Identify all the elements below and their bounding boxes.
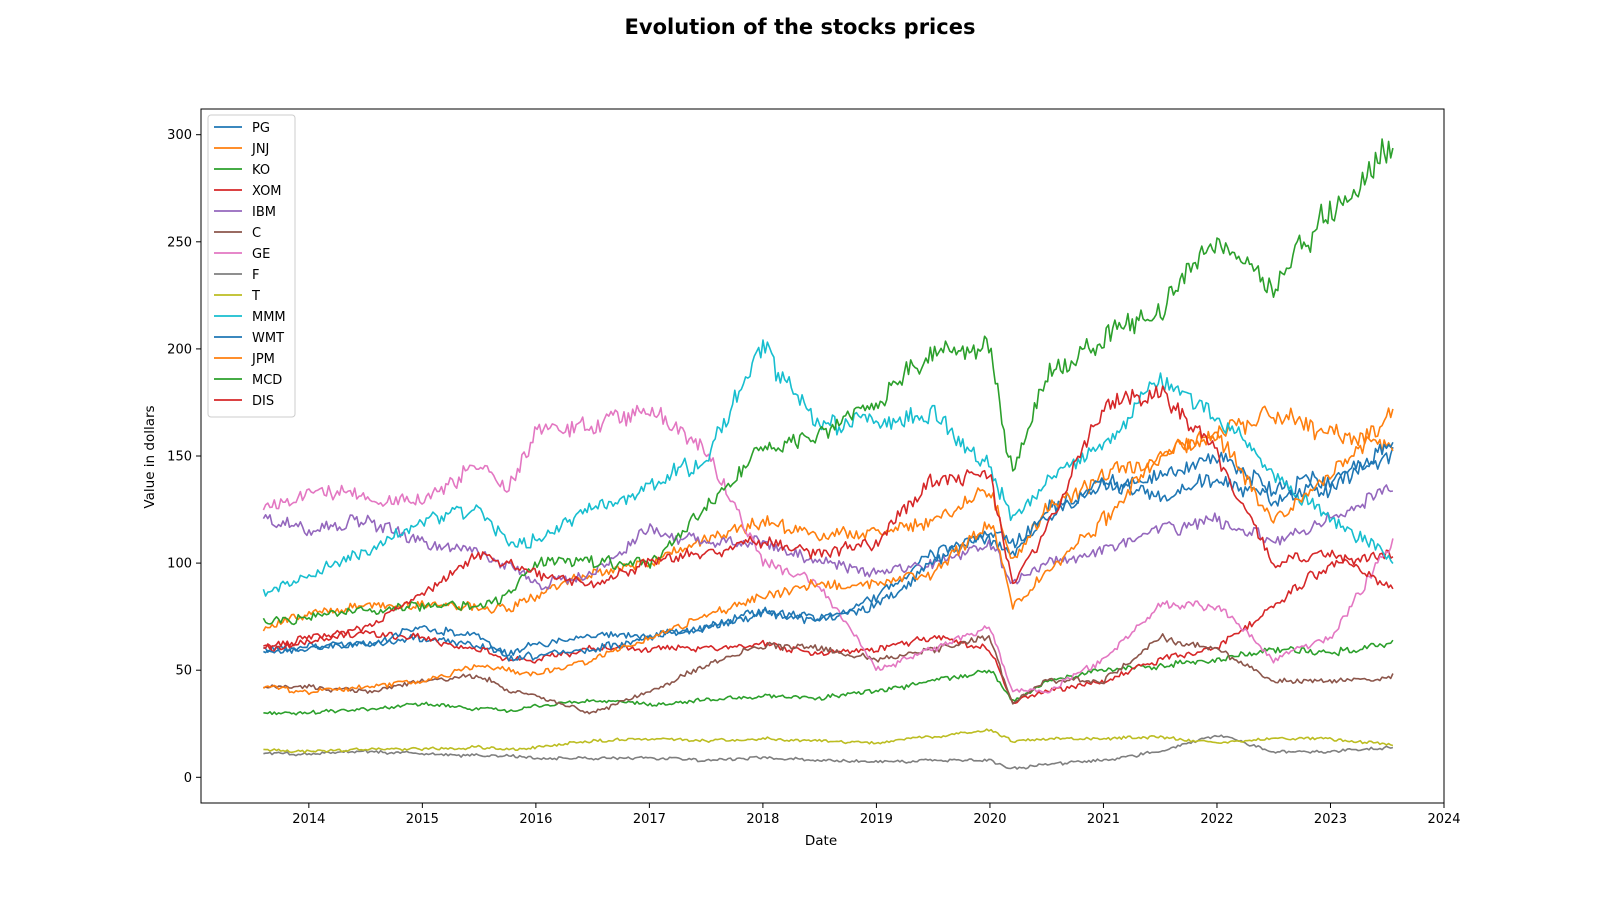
series-line-f (263, 734, 1394, 770)
series-line-jpm (262, 407, 1394, 696)
x-tick-label: 2023 (1314, 812, 1347, 827)
y-tick-label: 50 (175, 664, 192, 679)
series-line-ge (262, 404, 1394, 694)
series-line-ibm (262, 484, 1394, 591)
y-tick-label: 100 (167, 557, 192, 572)
legend-label-jpm: JPM (251, 352, 275, 367)
legend-label-ge: GE (252, 247, 270, 262)
legend-label-mcd: MCD (252, 373, 282, 388)
series-line-pg (263, 446, 1394, 657)
series-line-xom (263, 549, 1394, 705)
series-line-mmm (262, 339, 1394, 597)
x-tick-label: 2020 (973, 812, 1006, 827)
legend-label-f: F (252, 268, 259, 283)
series-layer (262, 138, 1394, 770)
chart-title: Evolution of the stocks prices (625, 15, 976, 39)
y-tick-label: 150 (167, 450, 192, 465)
legend-label-jnj: JNJ (251, 142, 269, 157)
plot-area (262, 138, 1394, 770)
x-tick-label: 2021 (1087, 812, 1120, 827)
x-axis-label: Date (805, 833, 837, 849)
y-tick-label: 200 (167, 342, 192, 357)
series-line-wmt (263, 441, 1394, 662)
legend-label-mmm: MMM (252, 310, 286, 325)
legend-box (207, 114, 296, 418)
legend-label-t: T (251, 289, 260, 304)
series-line-mcd (262, 138, 1394, 626)
series-line-t (263, 728, 1394, 754)
x-tick-label: 2017 (633, 812, 666, 827)
y-axis-label: Value in dollars (142, 405, 158, 508)
legend-label-pg: PG (252, 121, 270, 136)
legend-label-wmt: WMT (252, 331, 284, 346)
series-line-c (263, 633, 1394, 715)
legend-label-ko: KO (252, 163, 270, 178)
x-tick-label: 2022 (1200, 812, 1233, 827)
y-tick-label: 0 (184, 771, 192, 786)
legend-label-dis: DIS (252, 394, 274, 409)
y-tick-label: 250 (167, 235, 192, 250)
legend-label-ibm: IBM (252, 205, 276, 220)
legend-label-xom: XOM (252, 184, 282, 199)
legend-label-c: C (252, 226, 261, 241)
legend: PG JNJ KO XOM IBM C GE FT MMM WMT JPM MCD DIS (207, 114, 296, 418)
x-tick-label: 2016 (519, 812, 552, 827)
series-line-jnj (262, 405, 1394, 632)
series-line-ko (263, 639, 1394, 716)
x-tick-label: 2024 (1427, 812, 1460, 827)
x-tick-label: 2015 (406, 812, 439, 827)
x-tick-label: 2019 (860, 812, 893, 827)
y-tick-label: 300 (167, 128, 192, 143)
x-tick-label: 2018 (746, 812, 779, 827)
series-line-dis (263, 385, 1394, 650)
x-tick-label: 2014 (292, 812, 325, 827)
axes-layer: 2014 2015 2016 2017 2018 2019 2020 2021 2022 2023… (167, 108, 1461, 827)
